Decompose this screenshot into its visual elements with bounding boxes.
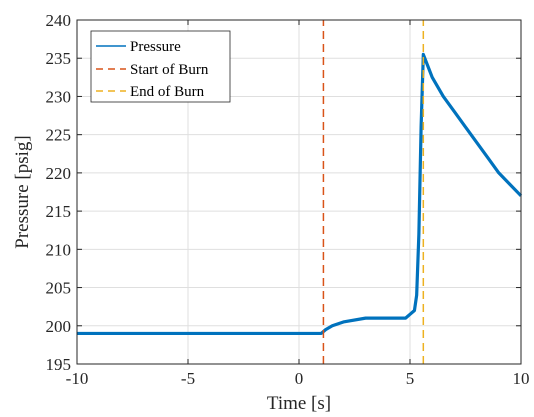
- x-tick-label: -5: [181, 369, 195, 388]
- series-line-pressure: [77, 52, 523, 336]
- legend: Pressure Start of Burn End of Burn: [90, 30, 231, 103]
- legend-entry-start-of-burn: Start of Burn: [130, 62, 209, 78]
- x-tick-label: 0: [295, 369, 304, 388]
- legend-entry-end-of-burn: End of Burn: [130, 84, 205, 100]
- y-tick-label: 225: [46, 126, 72, 145]
- y-tick-label: 230: [46, 87, 72, 106]
- series-layer: [77, 20, 523, 364]
- legend-box: [90, 30, 231, 103]
- legend-entry-pressure: Pressure: [130, 39, 181, 55]
- y-axis-label: Pressure [psig]: [12, 135, 33, 248]
- y-tick-label: 205: [46, 279, 72, 298]
- x-tick-label: 5: [406, 369, 415, 388]
- y-tick-label: 220: [46, 164, 72, 183]
- y-tick-label: 215: [46, 202, 72, 221]
- y-tick-label: 235: [46, 49, 72, 68]
- x-tick-label: -10: [66, 369, 89, 388]
- y-tick-label: 210: [46, 240, 72, 259]
- x-axis-label: Time [s]: [267, 393, 331, 414]
- y-tick-label: 240: [46, 11, 72, 30]
- y-tick-label: 200: [46, 317, 72, 336]
- y-tick-label: 195: [46, 355, 72, 374]
- ticks: -10 -5 0 5 10 195 200 205 210 215 220 225 230 235 240: [46, 11, 530, 388]
- x-tick-label: 10: [513, 369, 530, 388]
